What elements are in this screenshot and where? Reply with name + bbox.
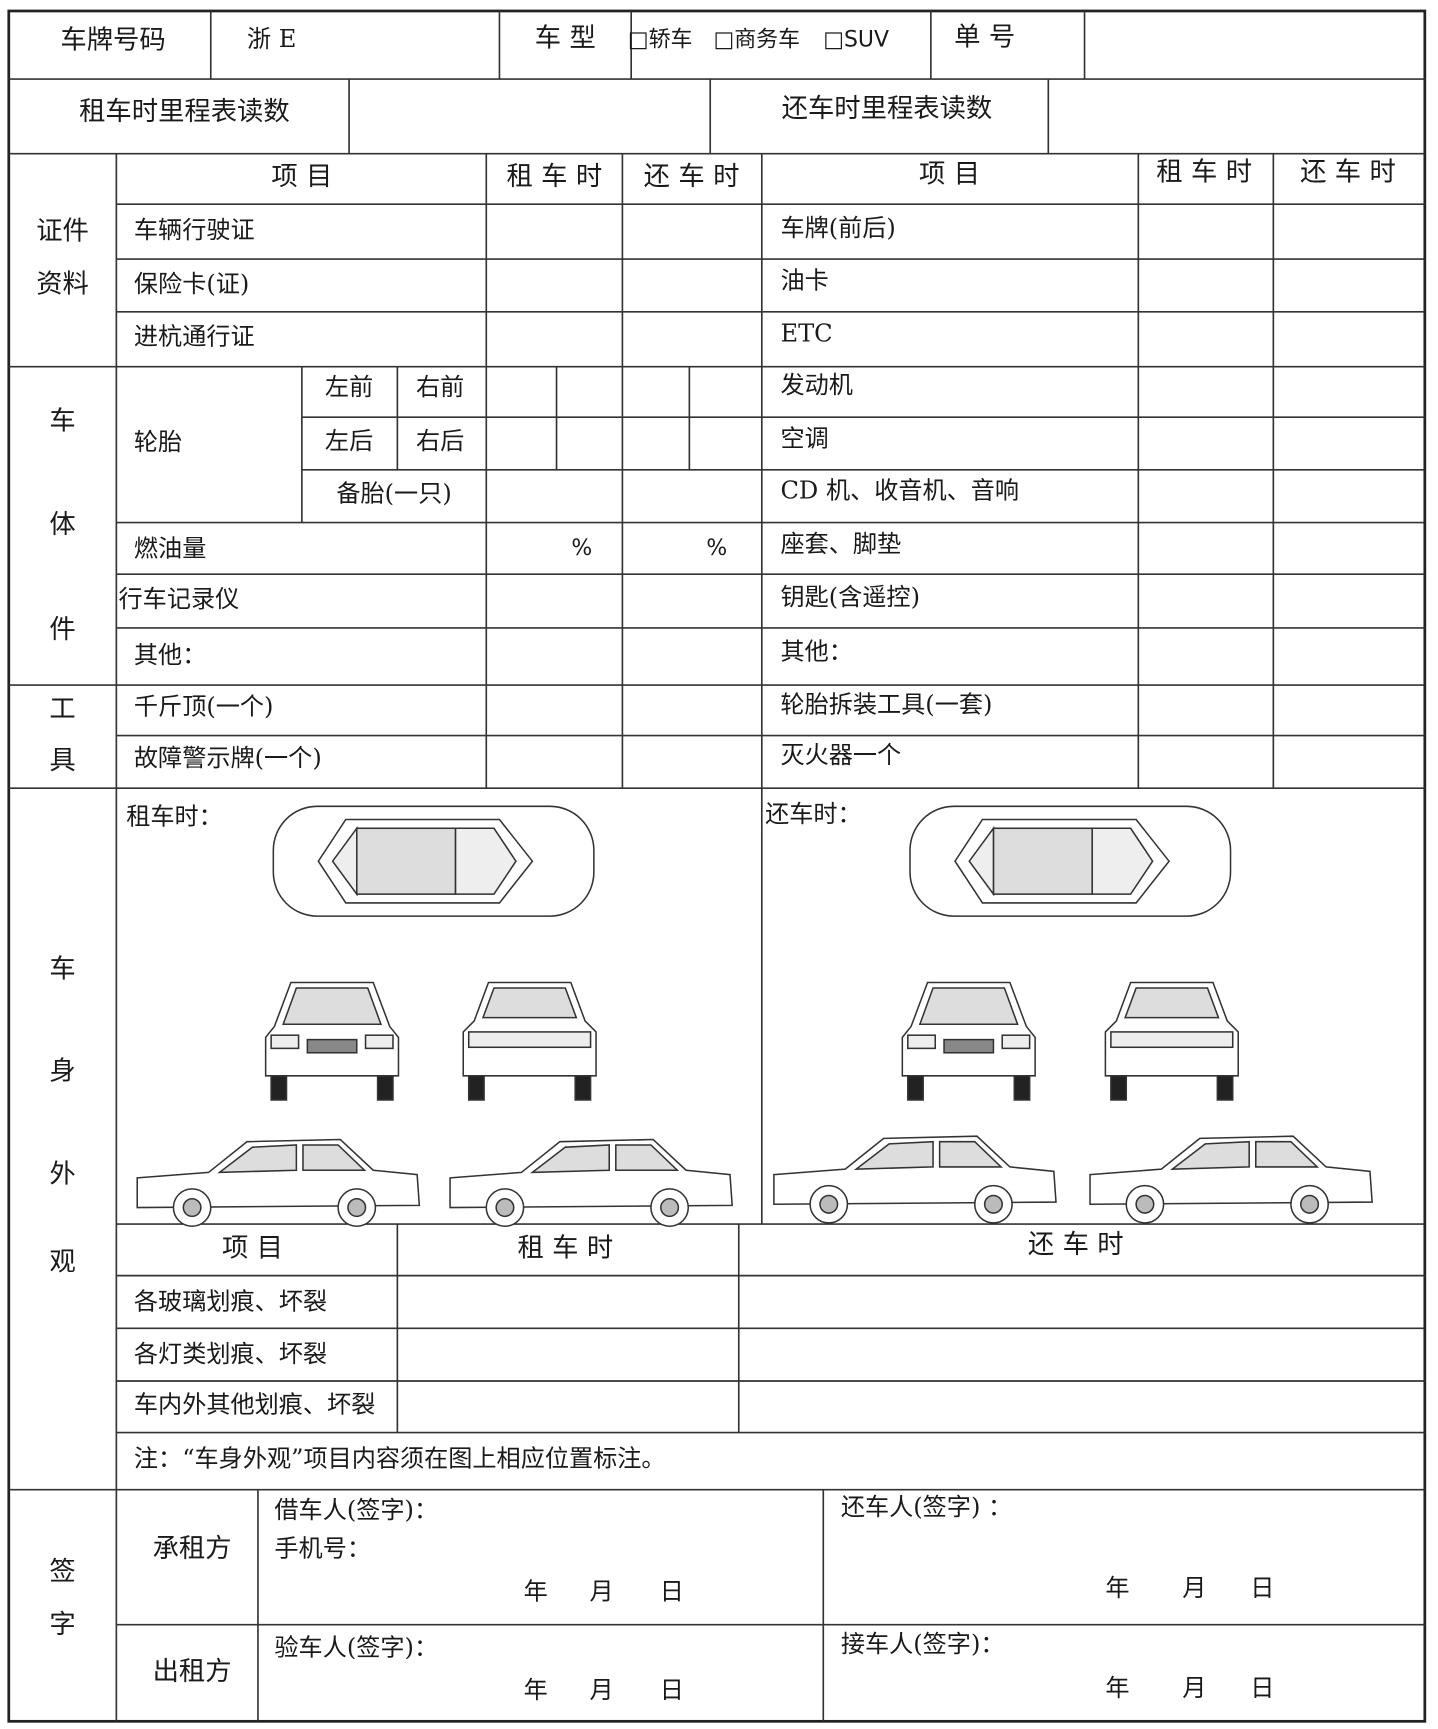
note: 注：“车身外观”项目内容须在图上相应位置标注。 [134, 1445, 666, 1473]
date: 月 [589, 1676, 613, 1704]
date: 年 [524, 1577, 548, 1605]
label: 单 号 [954, 22, 1015, 52]
date: 日 [660, 1577, 684, 1605]
tire-position: 左前 [325, 373, 373, 401]
section-label: 工 [49, 694, 75, 724]
label: 租车时里程表读数 [79, 97, 290, 127]
field: 还车人(签字) ： [841, 1493, 1012, 1521]
tire-position: 备胎(一只) [336, 480, 451, 508]
column-header: 项 目 [919, 160, 980, 190]
car-diagram [272, 805, 595, 917]
car-diagram [462, 981, 597, 1101]
item: ETC [780, 319, 832, 347]
section-label: 体 [49, 510, 75, 540]
tire-position: 左后 [325, 427, 373, 455]
section-label: 身 [49, 1057, 75, 1087]
item: 轮胎 [134, 428, 182, 456]
item: 车辆行驶证 [134, 216, 255, 244]
form-border [7, 9, 1427, 1723]
caption: 租车时： [126, 802, 223, 830]
item: 行车记录仪 [119, 585, 240, 613]
section-label: 件 [49, 615, 75, 645]
item: 其他： [780, 638, 852, 666]
column-header: 项 目 [222, 1233, 283, 1263]
section-label: 证件 [36, 217, 89, 247]
column-header: 租 车 时 [506, 162, 602, 192]
column-header: 还 车 时 [644, 162, 740, 192]
section-label: 字 [49, 1610, 75, 1640]
date: 日 [660, 1676, 684, 1704]
item: 空调 [780, 425, 828, 453]
date: 日 [1250, 1574, 1274, 1602]
car-diagram [901, 981, 1036, 1101]
field: 借车人(签字)： [274, 1496, 438, 1524]
item: 灭火器一个 [780, 741, 901, 769]
value: 浙 E [247, 25, 296, 53]
date: 月 [1182, 1574, 1206, 1602]
item: 轮胎拆装工具(一套) [780, 690, 992, 718]
item: 各玻璃划痕、坏裂 [134, 1288, 327, 1316]
party: 出租方 [153, 1657, 232, 1687]
unit: % [571, 536, 592, 561]
car-diagram [909, 805, 1232, 917]
car-diagram [1104, 981, 1239, 1101]
section-label: 资料 [36, 269, 89, 299]
date: 年 [1105, 1574, 1129, 1602]
section-label: 签 [49, 1557, 75, 1587]
option: □SUV [823, 28, 889, 53]
car-diagrams [136, 805, 1373, 1227]
item: 保险卡(证) [134, 270, 249, 298]
item: CD 机、收音机、音响 [780, 476, 1019, 504]
item: 各灯类划痕、坏裂 [134, 1340, 327, 1368]
item: 其他： [134, 641, 206, 669]
grid-lines [8, 10, 1425, 1722]
car-diagram [136, 1138, 421, 1227]
date: 年 [524, 1676, 548, 1704]
tire-position: 右前 [416, 373, 464, 401]
item: 发动机 [780, 371, 852, 399]
option: □商务车 [714, 28, 801, 53]
field: 接车人(签字)： [841, 1630, 1005, 1658]
column-header: 租 车 时 [517, 1233, 613, 1263]
label: 还车时里程表读数 [782, 94, 993, 124]
label: 车牌号码 [60, 26, 165, 56]
date: 月 [1182, 1674, 1206, 1702]
car-diagram [773, 1135, 1057, 1224]
section-label: 车 [49, 954, 75, 984]
date: 月 [589, 1577, 613, 1605]
date: 年 [1105, 1674, 1129, 1702]
section-label: 观 [49, 1248, 75, 1278]
column-header: 还 车 时 [1300, 157, 1396, 187]
item: 钥匙(含遥控) [780, 583, 920, 611]
option: □轿车 [628, 28, 693, 53]
item: 座套、脚垫 [780, 530, 901, 558]
label: 车 型 [535, 24, 596, 54]
unit: % [706, 536, 727, 561]
item: 车牌(前后) [780, 214, 895, 242]
car-diagram [264, 981, 400, 1101]
item: 燃油量 [134, 534, 206, 562]
item: 油卡 [780, 267, 828, 295]
column-header: 租 车 时 [1156, 157, 1252, 187]
car-diagram [449, 1138, 733, 1227]
field: 手机号： [274, 1535, 371, 1563]
item: 进杭通行证 [134, 323, 255, 351]
car-diagram [1089, 1135, 1373, 1224]
section-label: 外 [49, 1160, 75, 1190]
caption: 还车时： [765, 800, 862, 828]
item: 千斤顶(一个) [134, 693, 274, 721]
party: 承租方 [153, 1534, 232, 1564]
tire-position: 右后 [416, 427, 464, 455]
item: 故障警示牌(一个) [134, 744, 322, 772]
column-header: 还 车 时 [1028, 1230, 1124, 1260]
section-label: 具 [49, 746, 75, 776]
date: 日 [1250, 1674, 1274, 1702]
section-label: 车 [49, 407, 75, 437]
column-header: 项 目 [271, 162, 332, 192]
item: 车内外其他划痕、坏裂 [134, 1391, 375, 1419]
field: 验车人(签字)： [274, 1633, 438, 1661]
